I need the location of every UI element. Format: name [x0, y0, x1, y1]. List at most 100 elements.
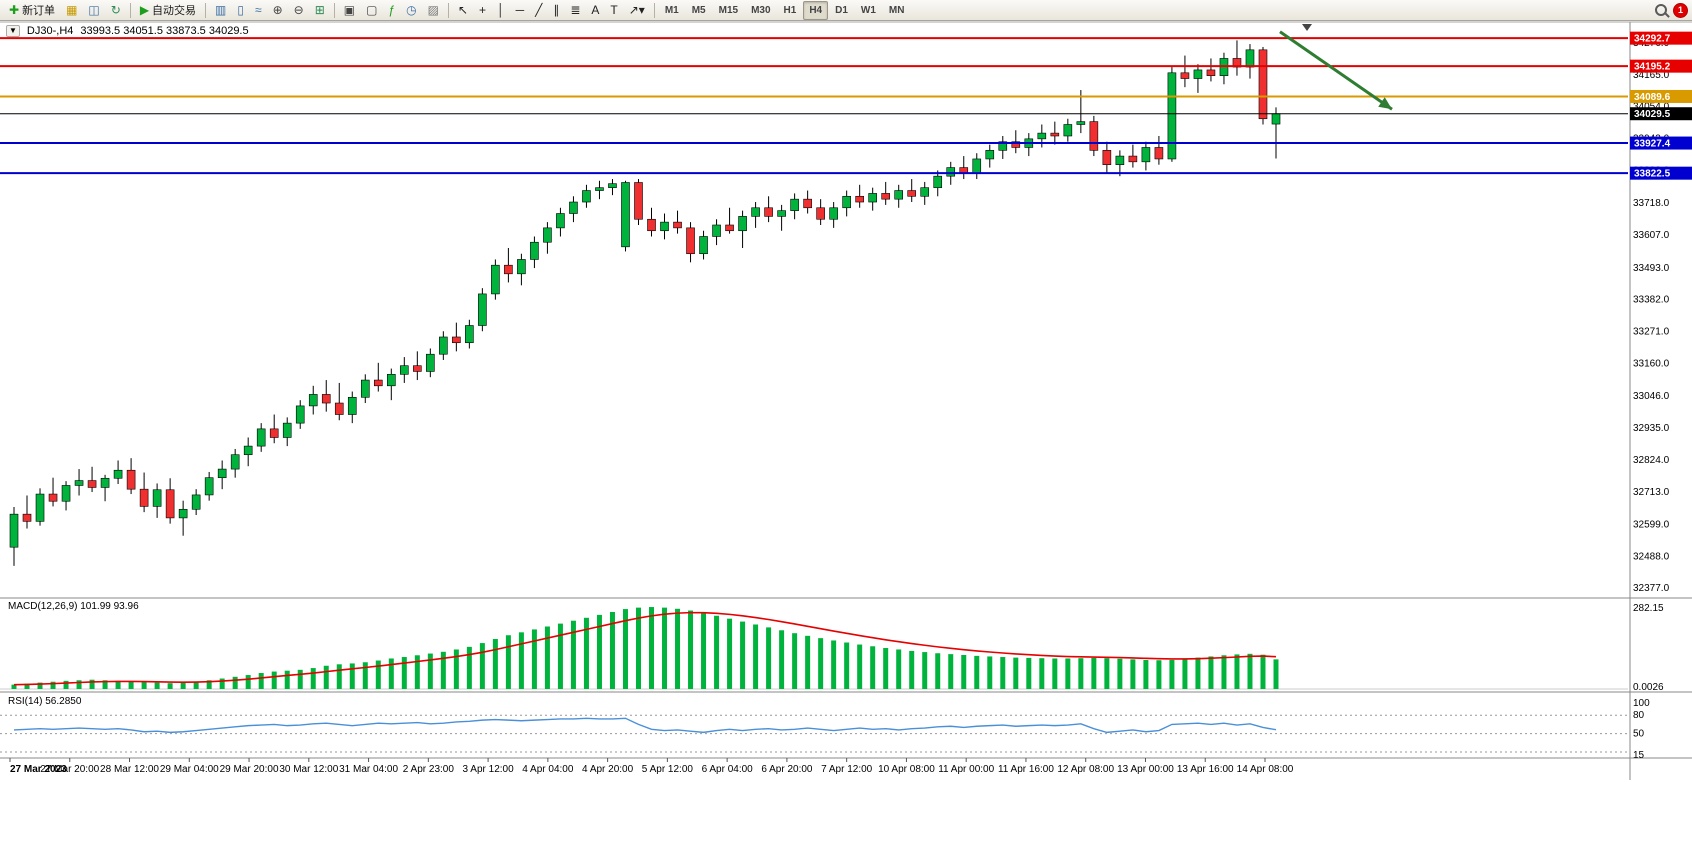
chart-shift-marker[interactable] — [1302, 24, 1312, 31]
search-button[interactable] — [1650, 1, 1672, 20]
svg-text:34292.7: 34292.7 — [1634, 34, 1671, 45]
channel-icon: ∥ — [553, 3, 560, 17]
timeframe-mn-button[interactable]: MN — [888, 4, 905, 16]
indicators-icon: ƒ — [388, 3, 396, 17]
new-order-button[interactable]: ✚ 新订单 — [4, 1, 60, 20]
templates-button[interactable]: ▨ — [423, 1, 444, 20]
arrange-windows-button[interactable]: ▣ — [339, 1, 360, 20]
cascade-windows-button[interactable]: ▢ — [361, 1, 382, 20]
label-icon: T — [610, 3, 618, 17]
chart-symbol-period: DJ30-,H4 — [26, 25, 74, 37]
price-axis[interactable]: 34276.034165.034054.033943.033832.033718… — [1633, 38, 1670, 594]
horizontal-line-button[interactable]: ─ — [511, 1, 530, 20]
svg-text:32713.0: 32713.0 — [1633, 487, 1670, 498]
trendline-icon: ╱ — [535, 3, 543, 17]
timeframe-w1-button[interactable]: W1 — [860, 4, 876, 16]
toolbar-sep — [653, 2, 655, 18]
svg-text:3 Apr 12:00: 3 Apr 12:00 — [463, 764, 515, 775]
arrange-windows-icon: ▣ — [343, 3, 356, 17]
one-click-trading-button[interactable]: ▼ — [6, 25, 20, 37]
svg-text:34195.2: 34195.2 — [1634, 62, 1671, 73]
notification-badge[interactable]: 1 — [1673, 2, 1688, 18]
search-icon — [1655, 4, 1667, 16]
candlestick-button[interactable]: ▯ — [232, 1, 249, 20]
svg-text:13 Apr 00:00: 13 Apr 00:00 — [1117, 764, 1174, 775]
timeframe-m30-button[interactable]: M30 — [751, 4, 771, 16]
zoom-out-button[interactable]: ⊖ — [289, 1, 309, 20]
svg-text:29 Mar 20:00: 29 Mar 20:00 — [220, 764, 279, 775]
trend-arrow[interactable] — [1279, 30, 1393, 111]
svg-text:50: 50 — [1633, 729, 1645, 740]
svg-text:6 Apr 20:00: 6 Apr 20:00 — [761, 764, 813, 775]
chart-ohlc-line: ▼ DJ30-,H4 33993.5 34051.5 33873.5 34029… — [6, 25, 249, 37]
cursor-button[interactable]: ↖ — [453, 1, 473, 20]
timeframe-m15-button[interactable]: M15 — [718, 4, 739, 16]
indicators-button[interactable]: ƒ — [383, 1, 400, 20]
toolbar-sep — [129, 2, 131, 18]
timeframe-h1-button[interactable]: H1 — [783, 4, 797, 16]
toolbar-sep — [447, 2, 449, 18]
svg-text:34089.6: 34089.6 — [1634, 92, 1671, 103]
svg-text:33271.0: 33271.0 — [1633, 327, 1670, 338]
svg-text:100: 100 — [1633, 698, 1650, 709]
shapes-button[interactable]: ↗▾ — [624, 1, 650, 20]
svg-text:34054.0: 34054.0 — [1633, 102, 1670, 113]
autotrade-button-label: 自动交易 — [152, 5, 197, 17]
timeframe-m1-button[interactable]: M1 — [664, 4, 679, 16]
text-button[interactable]: A — [586, 1, 604, 20]
crosshair-button[interactable]: + — [474, 1, 491, 20]
tile-windows-icon: ⊞ — [314, 3, 325, 17]
hlines-layer[interactable] — [0, 37, 1628, 175]
shapes-icon: ↗▾ — [628, 3, 645, 17]
svg-text:5 Apr 12:00: 5 Apr 12:00 — [642, 764, 694, 775]
svg-text:30 Mar 12:00: 30 Mar 12:00 — [279, 764, 338, 775]
svg-text:29 Mar 04:00: 29 Mar 04:00 — [160, 764, 219, 775]
svg-text:4 Apr 04:00: 4 Apr 04:00 — [522, 764, 574, 775]
cursor-icon: ↖ — [457, 3, 469, 17]
svg-text:32824.0: 32824.0 — [1633, 455, 1670, 466]
tile-windows-button[interactable]: ⊞ — [310, 1, 330, 20]
svg-text:33927.4: 33927.4 — [1634, 139, 1671, 150]
candlestick-layer — [9, 40, 1281, 566]
svg-text:7 Apr 12:00: 7 Apr 12:00 — [821, 764, 873, 775]
svg-text:33382.0: 33382.0 — [1633, 295, 1670, 306]
periods-icon: ◷ — [406, 3, 417, 17]
svg-text:32935.0: 32935.0 — [1633, 423, 1670, 434]
svg-text:13 Apr 16:00: 13 Apr 16:00 — [1177, 764, 1234, 775]
new-order-icon: ✚ — [9, 3, 20, 17]
profiles-button[interactable]: ◫ — [83, 1, 104, 20]
svg-text:32599.0: 32599.0 — [1633, 519, 1670, 530]
autotrade-button[interactable]: ▶ 自动交易 — [135, 1, 201, 20]
periods-button[interactable]: ◷ — [401, 1, 421, 20]
bar-chart-button[interactable]: ▥ — [210, 1, 231, 20]
svg-text:33822.5: 33822.5 — [1634, 169, 1671, 180]
timeframe-d1-button[interactable]: D1 — [835, 4, 848, 16]
vertical-line-button[interactable]: │ — [492, 1, 510, 20]
line-chart-button[interactable]: ≈ — [250, 1, 267, 20]
profiles-icon: ◫ — [88, 3, 100, 17]
refresh-icon: ↻ — [110, 3, 121, 17]
toolbar-sep — [205, 2, 207, 18]
svg-text:12 Apr 08:00: 12 Apr 08:00 — [1057, 764, 1114, 775]
svg-text:33607.0: 33607.0 — [1633, 230, 1670, 241]
cascade-windows-icon: ▢ — [366, 3, 378, 17]
svg-text:34165.0: 34165.0 — [1633, 70, 1670, 81]
macd-panel: 282.15 0.0026 — [0, 603, 1664, 693]
svg-text:4 Apr 20:00: 4 Apr 20:00 — [582, 764, 634, 775]
chart-ohlc-values: 33993.5 34051.5 33873.5 34029.5 — [80, 25, 249, 37]
channel-button[interactable]: ∥ — [548, 1, 564, 20]
refresh-button[interactable]: ↻ — [106, 1, 126, 20]
timeframe-m5-button[interactable]: M5 — [691, 4, 706, 16]
chart-wizard-button[interactable]: ▦ — [61, 1, 82, 20]
fibonacci-button[interactable]: ≣ — [565, 1, 585, 20]
candlestick-icon: ▯ — [237, 3, 244, 17]
trendline-button[interactable]: ╱ — [530, 1, 547, 20]
zoom-in-button[interactable]: ⊕ — [268, 1, 288, 20]
label-button[interactable]: T — [605, 1, 622, 20]
svg-text:11 Apr 16:00: 11 Apr 16:00 — [998, 764, 1054, 775]
svg-text:33718.0: 33718.0 — [1633, 198, 1670, 209]
timeframe-h4-button[interactable]: H4 — [803, 0, 829, 20]
